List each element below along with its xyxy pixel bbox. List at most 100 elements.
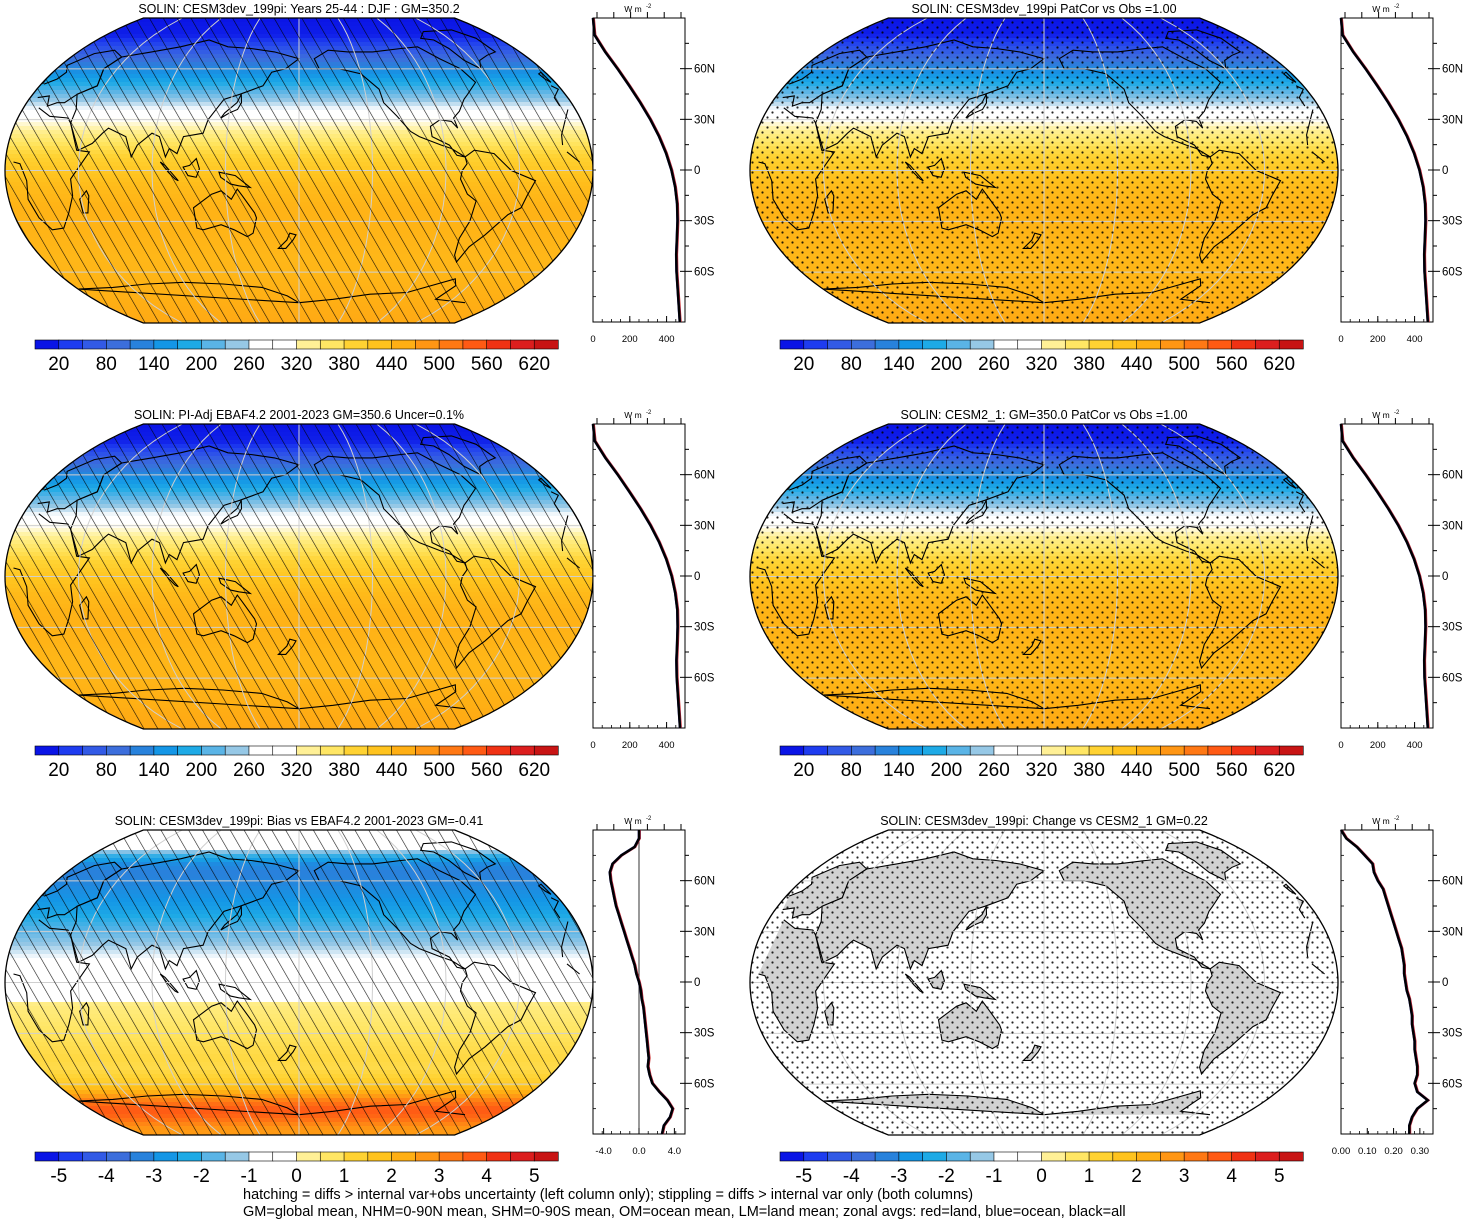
colorbar-swatch xyxy=(129,339,155,350)
colorbar-swatch xyxy=(177,745,203,756)
zonal-x-tick-label: -4.0 xyxy=(595,1146,611,1157)
zonal-lat-label: 60N xyxy=(694,64,715,76)
zonal-frame xyxy=(1340,423,1434,729)
zonal-plot: W m -2 60N 30N 0 30S 60S 0.00 0.10 0.20 0.30 xyxy=(1332,816,1463,1157)
zonal-x-tick-label: 400 xyxy=(1407,334,1423,345)
colorbar-swatch xyxy=(1183,339,1209,350)
colorbar-swatch xyxy=(1088,745,1114,756)
zonal-line-all xyxy=(1339,829,1430,1134)
colorbar-tick-label: 620 xyxy=(518,354,550,375)
zonal-frame xyxy=(1340,829,1434,1135)
map-field xyxy=(5,18,593,323)
colorbar-swatch xyxy=(462,339,488,350)
panel-title: SOLIN: CESM2_1: GM=350.0 PatCor vs Obs =… xyxy=(901,408,1188,422)
colorbar-tick-label: 1 xyxy=(1084,1166,1095,1187)
colorbar-swatch xyxy=(82,1151,107,1162)
colorbar-tick-label: -1 xyxy=(241,1166,258,1187)
colorbar-swatch xyxy=(898,1151,924,1162)
zonal-x-tick-label: 400 xyxy=(659,334,675,345)
colorbar-swatch xyxy=(82,339,107,350)
zonal-plot: W m -2 60N 30N 0 30S 60S 0 200 400 xyxy=(590,4,715,345)
colorbar-tick-label: 440 xyxy=(1121,760,1153,781)
colorbar-swatch xyxy=(486,745,512,756)
colorbar-swatch xyxy=(803,1151,829,1162)
stippling-overlay xyxy=(750,18,1338,323)
colorbar-swatch xyxy=(922,1151,948,1162)
colorbar-swatch xyxy=(58,339,84,350)
colorbar-tick-label: -4 xyxy=(98,1166,115,1187)
colorbar-swatch xyxy=(153,1151,179,1162)
chart-panel-4: SOLIN: CESM2_1: GM=350.0 PatCor vs Obs =… xyxy=(749,408,1463,781)
colorbar-swatch xyxy=(1160,745,1185,756)
colorbar-tick-label: 560 xyxy=(471,760,503,781)
colorbar-tick-label: 1 xyxy=(339,1166,350,1187)
hatching-overlay xyxy=(5,830,593,1135)
chart-panel-5: SOLIN: CESM3dev_199pi: Bias vs EBAF4.2 2… xyxy=(4,814,715,1187)
colorbar-swatch xyxy=(106,1151,131,1162)
colorbar-tick-label: 200 xyxy=(931,354,963,375)
colorbar-swatch xyxy=(343,1151,369,1162)
colorbar-swatch xyxy=(438,339,464,350)
colorbar-swatch xyxy=(510,745,535,756)
colorbar-swatch xyxy=(779,745,805,756)
zonal-plot: W m -2 60N 30N 0 30S 60S 0 200 400 xyxy=(1338,4,1463,345)
colorbar-swatch xyxy=(533,1151,559,1162)
colorbar-swatch xyxy=(224,339,250,350)
colorbar-tick-label: 320 xyxy=(281,354,313,375)
colorbar-tick-label: 20 xyxy=(48,760,69,781)
colorbar-swatch xyxy=(1136,1151,1161,1162)
colorbar-tick-label: 200 xyxy=(931,760,963,781)
colorbar-swatch xyxy=(1255,339,1280,350)
colorbar-tick-label: 260 xyxy=(233,760,265,781)
colorbar-tick-label: 20 xyxy=(48,354,69,375)
map-border xyxy=(4,17,594,324)
colorbar-tick-label: 200 xyxy=(186,760,218,781)
colorbar-swatch xyxy=(898,745,924,756)
zonal-x-tick-label: 0 xyxy=(1338,334,1343,345)
colorbar-swatch xyxy=(343,745,369,756)
colorbar-swatch xyxy=(224,1151,250,1162)
colorbar-swatch xyxy=(106,745,131,756)
colorbar-tick-label: 2 xyxy=(386,1166,397,1187)
zonal-lat-label: 60S xyxy=(694,672,715,684)
colorbar-tick-label: 260 xyxy=(233,354,265,375)
panel-title: SOLIN: CESM3dev_199pi: Years 25-44 : DJF… xyxy=(138,2,459,16)
map-border xyxy=(749,17,1339,324)
colorbar-tick-label: 140 xyxy=(883,354,915,375)
colorbar-tick-label: 80 xyxy=(96,354,117,375)
colorbar-swatch xyxy=(969,339,995,350)
colorbar-swatch xyxy=(1207,745,1233,756)
zonal-lat-label: 60S xyxy=(1442,266,1463,278)
colorbar-swatch xyxy=(1064,1151,1090,1162)
zonal-lat-label: 60S xyxy=(694,266,715,278)
zonal-plot: W m -2 60N 30N 0 30S 60S 0 200 400 xyxy=(590,410,715,751)
colorbar-swatch xyxy=(1112,1151,1138,1162)
colorbar-swatch xyxy=(1278,339,1304,350)
colorbar: 20 80 140 200 260 320 380 440 500 560 620 xyxy=(34,745,559,781)
colorbar-swatch xyxy=(34,339,60,350)
zonal-unit-exponent: -2 xyxy=(1394,410,1400,416)
zonal-lat-label: 0 xyxy=(694,571,700,583)
colorbar-swatch xyxy=(153,745,179,756)
colorbar-swatch xyxy=(415,745,440,756)
colorbar-swatch xyxy=(224,745,250,756)
colorbar-swatch xyxy=(922,745,948,756)
colorbar-swatch xyxy=(367,745,393,756)
colorbar-tick-label: 140 xyxy=(883,760,915,781)
zonal-line-all xyxy=(1339,17,1429,323)
colorbar-swatch xyxy=(1278,745,1304,756)
zonal-plot: W m -2 60N 30N 0 30S 60S 0 200 400 xyxy=(1338,410,1463,751)
colorbar: 20 80 140 200 260 320 380 440 500 560 620 xyxy=(779,339,1304,375)
colorbar-tick-label: 260 xyxy=(978,354,1010,375)
colorbar-swatch xyxy=(1088,1151,1114,1162)
zonal-lat-label: 30S xyxy=(694,622,715,634)
zonal-lat-label: 30N xyxy=(694,926,715,938)
zonal-lat-label: 30N xyxy=(694,520,715,532)
colorbar-swatch xyxy=(1017,339,1043,350)
zonal-frame xyxy=(592,423,686,729)
zonal-lat-label: 0 xyxy=(1442,977,1448,989)
zonal-lat-label: 60S xyxy=(1442,672,1463,684)
panel-title: SOLIN: PI-Adj EBAF4.2 2001-2023 GM=350.6… xyxy=(134,408,464,422)
colorbar-swatch xyxy=(510,339,535,350)
